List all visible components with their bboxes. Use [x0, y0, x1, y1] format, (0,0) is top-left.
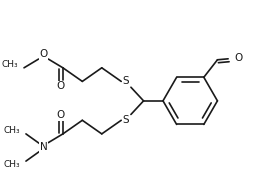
Text: N: N — [40, 142, 47, 152]
Text: S: S — [123, 115, 129, 125]
Text: O: O — [39, 49, 48, 59]
Text: CH₃: CH₃ — [2, 60, 18, 69]
Text: CH₃: CH₃ — [3, 159, 20, 168]
Text: O: O — [57, 110, 65, 120]
Text: O: O — [234, 53, 242, 63]
Text: S: S — [123, 76, 129, 86]
Text: O: O — [57, 81, 65, 91]
Text: CH₃: CH₃ — [3, 126, 20, 135]
